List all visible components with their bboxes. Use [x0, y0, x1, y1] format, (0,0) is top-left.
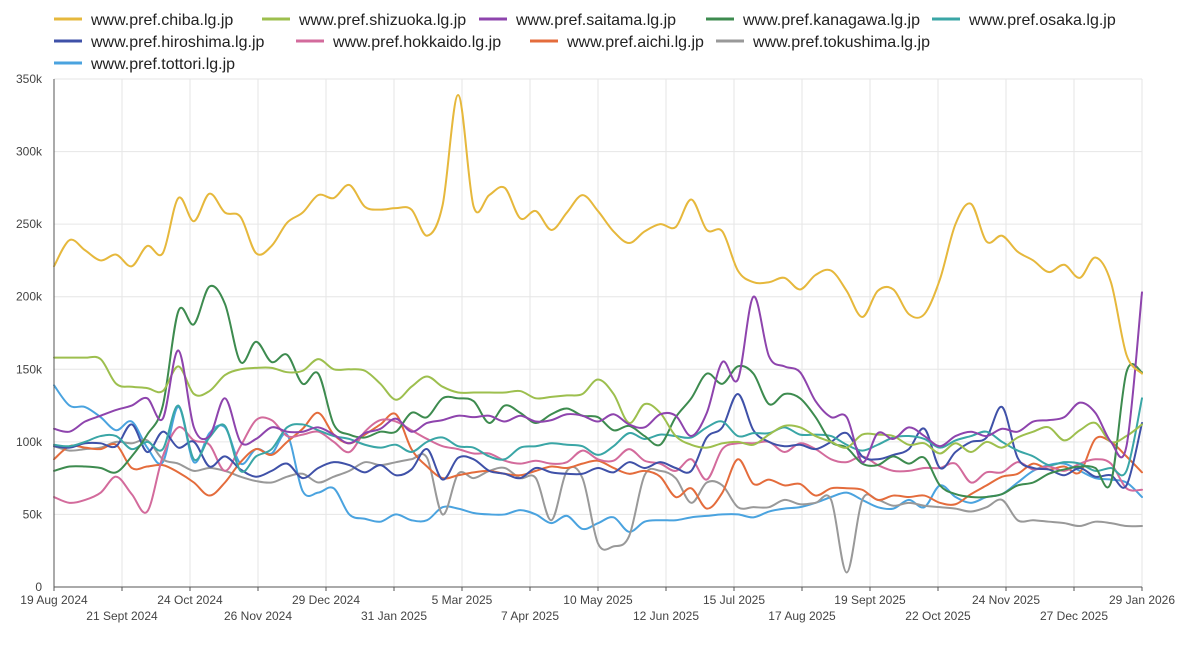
- legend-label: www.pref.osaka.lg.jp: [968, 12, 1116, 29]
- legend-label: www.pref.tottori.lg.jp: [90, 56, 235, 73]
- plot-area: [53, 93, 1143, 574]
- x-tick-label: 24 Oct 2024: [157, 593, 223, 607]
- legend-item-tottori[interactable]: www.pref.tottori.lg.jp: [54, 56, 235, 73]
- x-tick-label: 22 Oct 2025: [905, 609, 971, 623]
- y-tick-label: 0: [35, 580, 42, 594]
- series-line-saitama: [53, 291, 1143, 464]
- legend-item-chiba[interactable]: www.pref.chiba.lg.jp: [54, 12, 233, 29]
- x-tick-label: 29 Jan 2026: [1109, 593, 1175, 607]
- legend-label: www.pref.tokushima.lg.jp: [752, 34, 930, 51]
- series-line-aichi: [53, 411, 1143, 510]
- y-tick-label: 250k: [16, 217, 43, 231]
- x-tick-label: 29 Dec 2024: [292, 593, 360, 607]
- y-tick-label: 150k: [16, 362, 43, 376]
- series-line-osaka: [53, 397, 1143, 477]
- x-tick-label: 12 Jun 2025: [633, 609, 699, 623]
- x-tick-label: 19 Aug 2024: [20, 593, 88, 607]
- y-tick-label: 350k: [16, 72, 43, 86]
- axes: 0 50k 100k 150k 200k 250k 300k 350k 19 Aug 2024 2…: [16, 72, 1175, 623]
- legend-item-osaka[interactable]: www.pref.osaka.lg.jp: [932, 12, 1116, 29]
- series-line-kanagawa: [53, 284, 1143, 499]
- x-tick-label: 19 Sept 2025: [834, 593, 906, 607]
- y-tick-label: 200k: [16, 290, 43, 304]
- y-tick-label: 100k: [16, 435, 43, 449]
- x-tick-label: 15 Jul 2025: [703, 593, 765, 607]
- x-tick-label: 7 Apr 2025: [501, 609, 559, 623]
- x-tick-label: 17 Aug 2025: [768, 609, 836, 623]
- x-tick-label: 10 May 2025: [563, 593, 633, 607]
- x-tick-label: 31 Jan 2025: [361, 609, 427, 623]
- x-tick-label: 27 Dec 2025: [1040, 609, 1108, 623]
- legend-item-kanagawa[interactable]: www.pref.kanagawa.lg.jp: [706, 12, 920, 29]
- x-tick-label: 21 Sept 2024: [86, 609, 158, 623]
- legend-label: www.pref.kanagawa.lg.jp: [742, 12, 920, 29]
- x-tick-label: 5 Mar 2025: [432, 593, 493, 607]
- series-line-tokushima: [53, 438, 1143, 574]
- legend-label: www.pref.hiroshima.lg.jp: [90, 34, 265, 51]
- legend-item-hokkaido[interactable]: www.pref.hokkaido.lg.jp: [296, 34, 501, 51]
- legend-item-tokushima[interactable]: www.pref.tokushima.lg.jp: [716, 34, 930, 51]
- series-line-hokkaido: [53, 416, 1143, 514]
- series-line-chiba: [53, 93, 1143, 375]
- legend-item-shizuoka[interactable]: www.pref.shizuoka.lg.jp: [262, 12, 466, 29]
- legend-label: www.pref.shizuoka.lg.jp: [298, 12, 466, 29]
- y-tick-label: 50k: [23, 507, 43, 521]
- x-tick-label: 24 Nov 2025: [972, 593, 1040, 607]
- legend-label: www.pref.saitama.lg.jp: [515, 12, 676, 29]
- legend-item-aichi[interactable]: www.pref.aichi.lg.jp: [530, 34, 704, 51]
- legend-label: www.pref.hokkaido.lg.jp: [332, 34, 501, 51]
- legend-item-hiroshima[interactable]: www.pref.hiroshima.lg.jp: [54, 34, 265, 51]
- legend-label: www.pref.aichi.lg.jp: [566, 34, 704, 51]
- series-line-shizuoka: [53, 355, 1143, 455]
- legend-label: www.pref.chiba.lg.jp: [90, 12, 233, 29]
- legend-item-saitama[interactable]: www.pref.saitama.lg.jp: [479, 12, 676, 29]
- y-tick-label: 300k: [16, 145, 43, 159]
- x-tick-label: 26 Nov 2024: [224, 609, 292, 623]
- legend: www.pref.chiba.lg.jp www.pref.shizuoka.lg…: [54, 12, 1116, 73]
